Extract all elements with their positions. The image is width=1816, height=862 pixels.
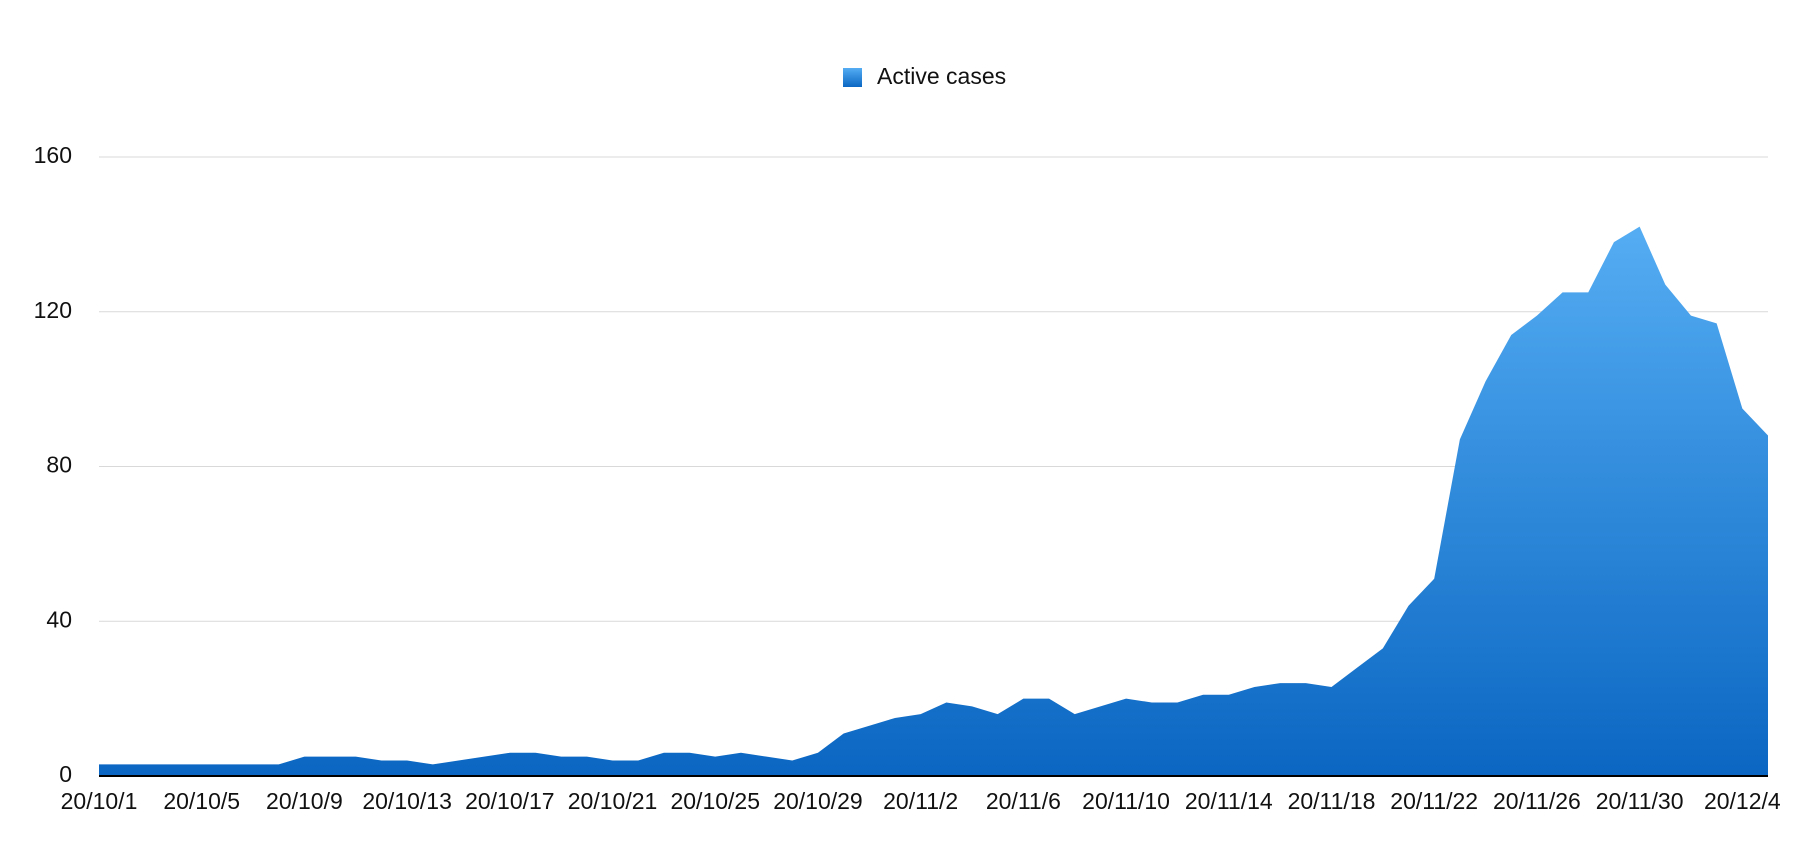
x-tick-label: 20/10/5: [163, 788, 240, 814]
x-tick-label: 20/10/9: [266, 788, 343, 814]
y-tick-label: 120: [34, 297, 72, 323]
x-tick-label: 20/10/13: [362, 788, 452, 814]
x-tick-label: 20/11/30: [1596, 788, 1684, 814]
area: [99, 226, 1768, 776]
x-tick-label: 20/11/6: [986, 788, 1061, 814]
x-tick-label: 20/10/29: [773, 788, 863, 814]
x-tick-label: 20/11/10: [1082, 788, 1170, 814]
x-tick-label: 20/10/25: [670, 788, 760, 814]
x-tick-label: 20/10/17: [465, 788, 555, 814]
legend-label: Active cases: [877, 63, 1006, 89]
legend-swatch: [843, 68, 862, 87]
x-tick-label: 20/11/22: [1390, 788, 1478, 814]
x-tick-label: 20/11/26: [1493, 788, 1581, 814]
x-tick-label: 20/10/21: [568, 788, 658, 814]
y-tick-label: 0: [59, 761, 72, 787]
x-tick-label: 20/11/18: [1288, 788, 1376, 814]
x-tick-label: 20/11/2: [883, 788, 958, 814]
y-tick-label: 80: [46, 452, 72, 478]
x-tick-label: 20/12/4: [1704, 788, 1781, 814]
y-tick-label: 40: [46, 606, 72, 632]
y-tick-label: 160: [34, 142, 72, 168]
x-tick-label: 20/10/1: [61, 788, 138, 814]
x-tick-label: 20/11/14: [1185, 788, 1273, 814]
